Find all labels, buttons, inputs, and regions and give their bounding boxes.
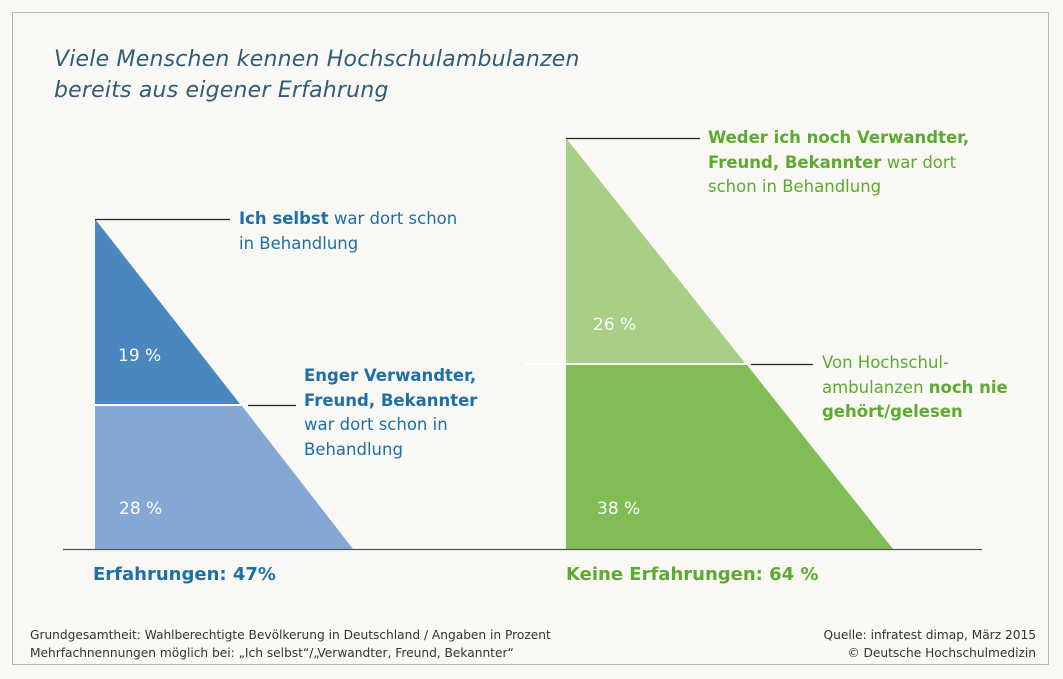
title-line-2: bereits aus eigener Erfahrung xyxy=(54,78,389,103)
annotation-verwandter: Enger Verwandter, Freund, Bekannter war … xyxy=(304,364,477,462)
annotation-verwandter-line1: Enger Verwandter, xyxy=(304,366,477,385)
total-label-keine-erfahrungen: Keine Erfahrungen: 64 % xyxy=(566,564,819,585)
annotation-noch-nie: Von Hochschul- ambulanzen noch nie gehör… xyxy=(822,351,1008,425)
annotation-weder-line2-rest: war dort xyxy=(881,152,957,172)
value-label-28: 28 % xyxy=(119,499,162,519)
value-label-26: 26 % xyxy=(593,315,636,335)
segment-noch-nie-26 xyxy=(566,138,745,363)
footer-copyright: © Deutsche Hochschulmedizin xyxy=(847,646,1036,660)
value-label-38: 38 % xyxy=(597,499,640,519)
chart-title: Viele Menschen kennen Hochschulambulanze… xyxy=(54,44,580,106)
annotation-ich-selbst-rest: war dort schon xyxy=(328,209,458,228)
total-label-erfahrungen: Erfahrungen: 47% xyxy=(93,564,276,585)
annotation-noch-nie-line2-rest: ambulanzen xyxy=(822,377,929,397)
footer-notes: Grundgesamtheit: Wahlberechtigte Bevölke… xyxy=(30,626,551,662)
segment-weder-38 xyxy=(566,365,893,549)
segment-verwandter-28 xyxy=(95,406,353,549)
footer-source: Quelle: infratest dimap, März 2015 © Deu… xyxy=(824,626,1036,662)
annotation-ich-selbst-bold: Ich selbst xyxy=(239,209,329,228)
value-label-19: 19 % xyxy=(118,346,161,366)
annotation-noch-nie-line2-bold: noch nie xyxy=(928,377,1008,397)
annotation-noch-nie-line3: gehört/gelesen xyxy=(822,402,963,421)
annotation-weder-line2-bold: Freund, Bekannter xyxy=(708,152,882,172)
footer-grundgesamtheit: Grundgesamtheit: Wahlberechtigte Bevölke… xyxy=(30,628,551,642)
annotation-verwandter-line4: Behandlung xyxy=(304,439,403,459)
segment-ich-selbst-19 xyxy=(95,219,240,404)
annotation-ich-selbst-line2: in Behandlung xyxy=(239,233,359,253)
annotation-weder-line3: schon in Behandlung xyxy=(708,177,882,196)
annotation-verwandter-line2: Freund, Bekannter xyxy=(304,390,478,410)
footer-mehrfachnennungen: Mehrfachnennungen möglich bei: „Ich selb… xyxy=(30,646,514,660)
annotation-weder-line1: Weder ich noch Verwandter, xyxy=(708,128,970,147)
annotation-noch-nie-line1: Von Hochschul- xyxy=(822,353,949,372)
title-line-1: Viele Menschen kennen Hochschulambulanze… xyxy=(54,47,580,72)
annotation-verwandter-line3: war dort schon in xyxy=(304,415,448,434)
annotation-ich-selbst: Ich selbst war dort schon in Behandlung xyxy=(239,207,457,256)
annotation-weder: Weder ich noch Verwandter, Freund, Bekan… xyxy=(708,126,969,200)
footer-quelle: Quelle: infratest dimap, März 2015 xyxy=(823,628,1036,642)
